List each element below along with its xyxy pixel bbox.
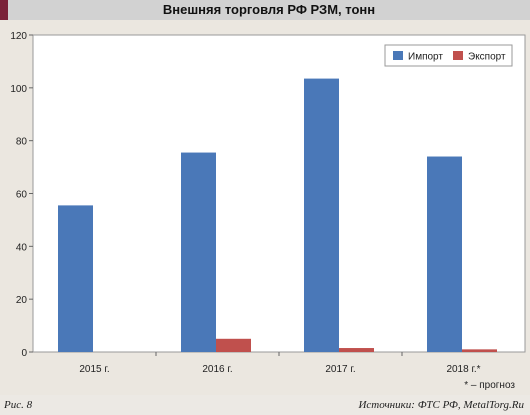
y-tick-label: 60	[16, 190, 28, 201]
figure-footer: Рис. 8 Источники: ФТС РФ, MetalTorg.Ru	[0, 395, 530, 415]
bar-export	[216, 338, 251, 352]
header-accent-bar	[0, 0, 8, 20]
bar-import	[304, 78, 339, 353]
bar-import	[58, 205, 93, 352]
chart-header: Внешняя торговля РФ РЗМ, тонн	[0, 0, 530, 20]
y-tick-label: 20	[16, 295, 28, 306]
x-tick-label: 2017 г.	[325, 364, 355, 375]
source-credit: Источники: ФТС РФ, MetalTorg.Ru	[358, 399, 524, 411]
x-tick-label: 2016 г.	[202, 364, 232, 375]
legend-label-import: Импорт	[408, 52, 443, 63]
y-tick-label: 40	[16, 242, 28, 253]
bar-import	[427, 156, 462, 352]
bar-export	[462, 349, 497, 352]
x-tick-label: 2015 г.	[79, 364, 109, 375]
legend-box	[384, 44, 513, 67]
chart-title: Внешняя торговля РФ РЗМ, тонн	[162, 2, 376, 17]
figure-label: Рис. 8	[4, 399, 33, 411]
y-tick-label: 0	[21, 348, 27, 359]
legend-swatch-import	[393, 51, 403, 60]
y-tick-label: 80	[16, 137, 28, 148]
bar-export	[339, 348, 374, 352]
y-tick-label: 100	[10, 84, 27, 95]
bar-import	[181, 152, 216, 352]
forecast-note: * – прогноз	[464, 380, 515, 391]
bar-chart: 0 20 40 60 80 100 120 2015 г. 2016 г. 2017 г. 2018…	[0, 20, 530, 395]
legend-swatch-export	[453, 51, 463, 60]
y-tick-label: 120	[10, 31, 27, 42]
legend-label-export: Экспорт	[468, 52, 506, 63]
x-tick-label: 2018 г.*	[446, 364, 480, 375]
